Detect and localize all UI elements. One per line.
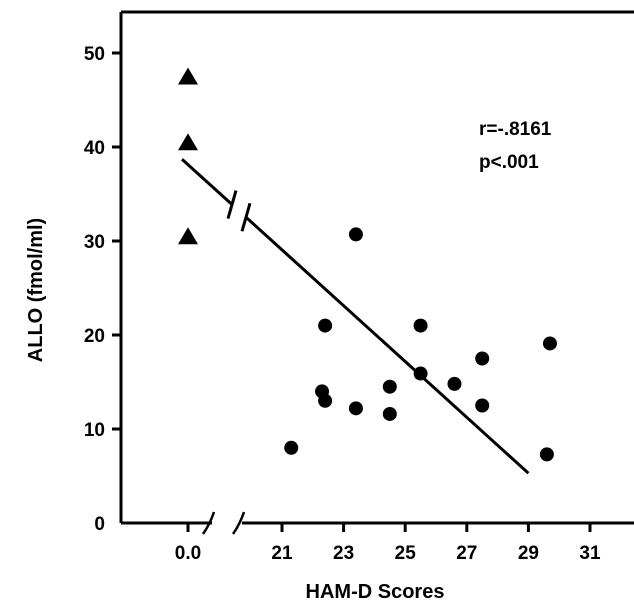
circle-point xyxy=(413,318,428,333)
x-tick-label: 25 xyxy=(395,543,417,564)
circle-point xyxy=(382,406,397,421)
circle-point xyxy=(475,398,490,413)
y-tick-label: 30 xyxy=(84,232,105,253)
x-ticks: 0.0 21 23 25 27 29 31 xyxy=(175,523,601,564)
circle-point xyxy=(318,393,333,408)
data-points xyxy=(178,67,557,462)
axes xyxy=(119,10,634,535)
circle-point xyxy=(413,366,428,381)
y-tick-label: 0 xyxy=(94,514,105,535)
regression-break-mark xyxy=(240,202,252,232)
y-tick-label: 10 xyxy=(84,420,105,441)
regression-break-mark xyxy=(226,190,238,219)
x-tick-label: 31 xyxy=(579,543,601,564)
circle-point xyxy=(284,440,299,455)
x-axis-title: HAM-D Scores xyxy=(306,581,445,603)
circle-point xyxy=(539,447,554,462)
y-tick-label: 40 xyxy=(84,138,105,159)
circle-point xyxy=(475,351,490,366)
circle-point xyxy=(447,376,462,391)
triangle-point xyxy=(178,67,198,85)
correlation-annotation: r=-.8161 xyxy=(479,119,552,140)
x-tick-label: 23 xyxy=(333,543,354,564)
regression-line-segment xyxy=(244,216,530,475)
x-tick-label: 27 xyxy=(456,543,477,564)
triangle-point xyxy=(178,227,198,245)
circle-point xyxy=(382,379,397,394)
circle-point xyxy=(318,318,333,333)
x-tick-label-control: 0.0 xyxy=(175,543,201,564)
regression-line-group xyxy=(180,158,530,475)
circle-point xyxy=(348,227,363,242)
x-tick-label: 21 xyxy=(271,543,293,564)
y-axis-title: ALLO (fmol/ml) xyxy=(25,218,47,362)
x-axis-break-mark-right xyxy=(231,511,246,535)
y-ticks: 0 10 20 30 40 50 xyxy=(84,44,121,535)
circle-point xyxy=(348,401,363,416)
x-axis-break-mark-left xyxy=(201,511,216,535)
y-tick-label: 20 xyxy=(84,326,105,347)
regression-line-segment xyxy=(180,158,234,206)
x-tick-label: 29 xyxy=(518,543,539,564)
p-value-annotation: p<.001 xyxy=(479,152,539,173)
circle-point xyxy=(542,336,557,351)
triangle-point xyxy=(178,133,198,151)
y-tick-label: 50 xyxy=(84,44,105,65)
